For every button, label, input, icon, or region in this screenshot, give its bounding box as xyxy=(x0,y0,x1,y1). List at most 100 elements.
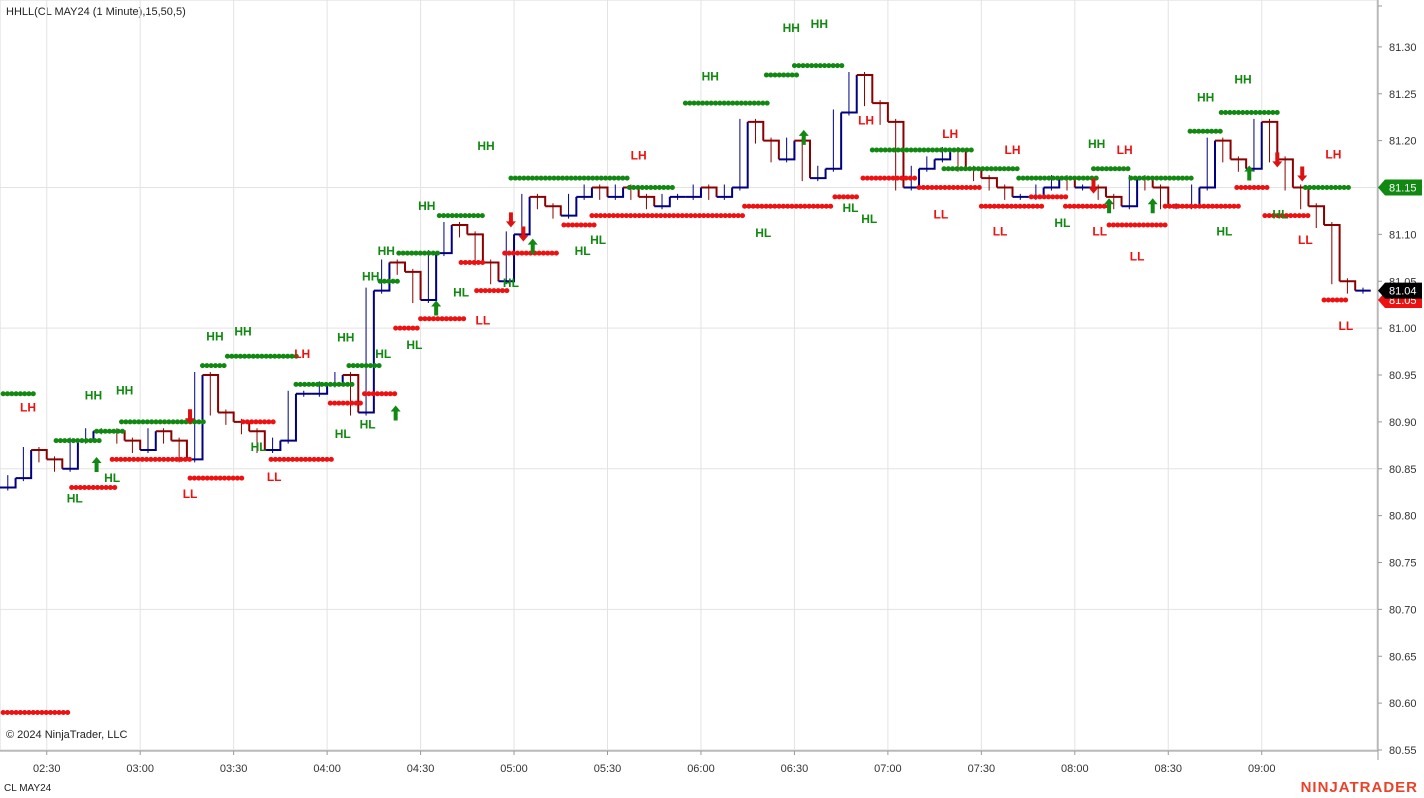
price-segment xyxy=(342,374,360,413)
swing-label: HH xyxy=(1234,72,1251,86)
swing-label: HL xyxy=(1272,207,1288,221)
arrow-down-icon xyxy=(185,409,196,425)
y-tick-label: 80.85 xyxy=(1389,464,1417,476)
price-tag xyxy=(1378,179,1422,196)
x-tick-label: 02:30 xyxy=(33,763,61,775)
arrow-up-icon xyxy=(1104,198,1115,214)
price-tag-label: 81.15 xyxy=(1389,183,1417,195)
x-tick-label: 06:30 xyxy=(781,763,809,775)
price-segment xyxy=(358,290,375,414)
price-segment xyxy=(1121,178,1139,208)
swing-label: LL xyxy=(183,487,198,501)
price-segment xyxy=(545,205,562,216)
x-tick-label: 08:30 xyxy=(1155,763,1183,775)
arrow-up-icon xyxy=(798,129,809,145)
price-segment xyxy=(1199,140,1216,189)
price-segment xyxy=(1152,186,1170,207)
x-tick-label: 04:30 xyxy=(407,763,435,775)
price-segment xyxy=(31,449,48,460)
price-segment xyxy=(872,102,889,122)
swing-label: HL xyxy=(104,471,120,485)
swing-label: LL xyxy=(993,224,1008,238)
price-segment xyxy=(15,450,33,480)
swing-label: HL xyxy=(375,347,391,361)
swing-label: LL xyxy=(934,207,949,221)
swing-label: HL xyxy=(755,226,771,240)
swing-label: HH xyxy=(418,199,435,213)
y-tick-label: 80.60 xyxy=(1389,698,1417,710)
swing-label: LL xyxy=(1298,233,1313,247)
price-segment xyxy=(46,458,64,469)
price-segment xyxy=(482,261,500,282)
swing-label: LH xyxy=(1005,143,1021,157)
y-tick-label: 80.75 xyxy=(1389,558,1417,570)
price-segment xyxy=(1090,186,1107,197)
x-tick-label: 07:00 xyxy=(874,763,902,775)
swing-label: HH xyxy=(702,70,719,84)
swing-label: HH xyxy=(116,384,133,398)
price-segment xyxy=(498,234,516,283)
hhll-levels xyxy=(0,63,1352,715)
swing-label: HH xyxy=(234,325,251,339)
price-segment xyxy=(763,139,780,160)
swing-label: HL xyxy=(67,492,83,506)
price-segment xyxy=(529,195,547,207)
x-tick-label: 06:00 xyxy=(687,763,715,775)
brand-logo: NINJATRADER xyxy=(1300,779,1418,796)
price-segment xyxy=(856,74,874,104)
grid-layer xyxy=(0,0,1378,751)
instrument-label: CL MAY24 xyxy=(4,783,52,794)
arrow-down-icon xyxy=(505,212,516,228)
price-segment xyxy=(451,224,469,235)
price-series xyxy=(0,72,1371,491)
arrow-down-icon xyxy=(1297,166,1308,182)
arrow-up-icon xyxy=(1244,165,1255,181)
x-tick-label: 09:00 xyxy=(1248,763,1276,775)
swing-label: HL xyxy=(575,244,591,258)
price-segment xyxy=(389,261,406,272)
swing-label: LL xyxy=(1339,319,1354,333)
price-segment xyxy=(794,139,811,179)
price-segment xyxy=(436,225,453,255)
x-tick-label: 03:30 xyxy=(220,763,248,775)
price-segment xyxy=(373,262,391,292)
arrow-up-icon xyxy=(431,300,442,316)
swing-label: LH xyxy=(294,347,310,361)
swing-label: HH xyxy=(1088,137,1105,151)
swing-label: LL xyxy=(267,470,282,484)
swing-label: HL xyxy=(453,285,469,299)
swing-label: LH xyxy=(1325,147,1341,161)
swing-label: LH xyxy=(631,148,647,162)
price-segment xyxy=(514,196,531,236)
price-segment xyxy=(171,439,188,460)
price-segment xyxy=(919,159,936,170)
swing-label: HL xyxy=(590,233,606,247)
y-tick-label: 80.90 xyxy=(1389,417,1417,429)
y-tick-label: 81.25 xyxy=(1389,89,1417,101)
indicator-label: HHLL(CL MAY24 (1 Minute),15,50,5) xyxy=(6,6,186,18)
price-segment xyxy=(218,411,235,422)
y-tick-label: 80.95 xyxy=(1389,370,1417,382)
price-segment xyxy=(1277,158,1294,188)
price-segment xyxy=(1230,158,1248,169)
price-segment xyxy=(700,186,718,197)
price-segment xyxy=(420,253,438,301)
price-segment xyxy=(576,187,593,198)
y-tick-label: 81.20 xyxy=(1389,136,1417,148)
price-segment xyxy=(732,121,749,189)
swing-label: HL xyxy=(843,201,859,215)
swing-label: HH xyxy=(1197,90,1214,104)
price-segment xyxy=(249,430,266,450)
price-segment xyxy=(685,187,702,198)
swing-label: HH xyxy=(811,17,828,31)
x-tick-label: 05:30 xyxy=(594,763,622,775)
price-segment xyxy=(1215,139,1232,160)
price-segment xyxy=(638,195,656,207)
swing-label: HL xyxy=(335,427,351,441)
arrow-up-icon xyxy=(1147,198,1158,214)
x-tick-label: 05:00 xyxy=(500,763,528,775)
swing-label: HL xyxy=(360,417,376,431)
